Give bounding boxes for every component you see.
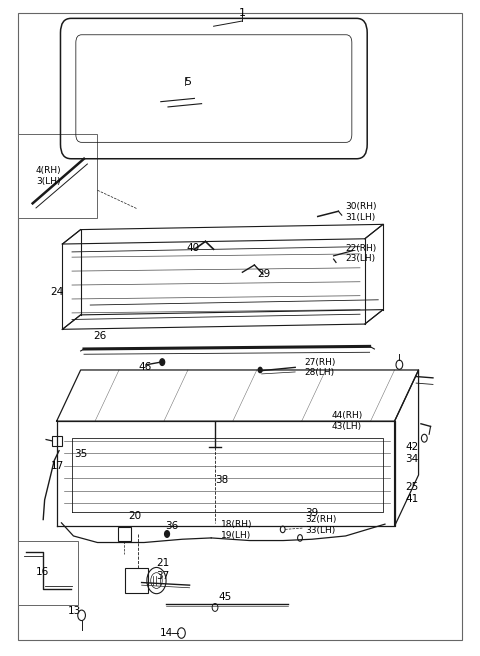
Text: 21: 21 bbox=[156, 558, 169, 568]
Text: 24: 24 bbox=[50, 287, 64, 297]
Text: 37: 37 bbox=[156, 571, 169, 581]
Bar bbox=[118, 527, 131, 541]
Text: 20: 20 bbox=[129, 511, 142, 522]
Text: 18(RH)
19(LH): 18(RH) 19(LH) bbox=[221, 520, 252, 540]
Bar bbox=[52, 436, 62, 446]
Text: 29: 29 bbox=[257, 269, 270, 279]
Text: 13: 13 bbox=[67, 606, 81, 617]
Text: 1: 1 bbox=[239, 9, 246, 18]
Text: 39: 39 bbox=[305, 508, 318, 518]
Bar bbox=[18, 541, 78, 605]
Text: 4(RH)
3(LH): 4(RH) 3(LH) bbox=[36, 166, 61, 186]
Text: 41: 41 bbox=[406, 493, 419, 504]
Circle shape bbox=[165, 531, 169, 537]
Text: 17: 17 bbox=[50, 461, 64, 471]
Text: 22(RH)
23(LH): 22(RH) 23(LH) bbox=[346, 243, 377, 263]
Text: 36: 36 bbox=[166, 521, 179, 531]
Text: 35: 35 bbox=[74, 449, 88, 459]
Text: 42: 42 bbox=[406, 442, 419, 453]
Text: 46: 46 bbox=[138, 362, 151, 373]
Circle shape bbox=[258, 367, 262, 373]
Text: 32(RH)
33(LH): 32(RH) 33(LH) bbox=[305, 515, 336, 535]
Text: 25: 25 bbox=[406, 482, 419, 492]
Bar bbox=[18, 134, 97, 218]
Text: 38: 38 bbox=[215, 475, 228, 485]
Text: 16: 16 bbox=[36, 567, 49, 577]
Text: 34: 34 bbox=[406, 454, 419, 464]
Text: 27(RH)
28(LH): 27(RH) 28(LH) bbox=[305, 358, 336, 377]
Text: 45: 45 bbox=[218, 592, 231, 602]
Text: 26: 26 bbox=[94, 331, 107, 341]
Text: 14: 14 bbox=[159, 628, 173, 638]
Circle shape bbox=[160, 359, 165, 365]
Text: 40: 40 bbox=[186, 243, 199, 253]
Text: 5: 5 bbox=[184, 77, 191, 87]
Text: 44(RH)
43(LH): 44(RH) 43(LH) bbox=[331, 411, 362, 431]
Bar bbox=[125, 568, 148, 593]
Text: 30(RH)
31(LH): 30(RH) 31(LH) bbox=[346, 202, 377, 222]
